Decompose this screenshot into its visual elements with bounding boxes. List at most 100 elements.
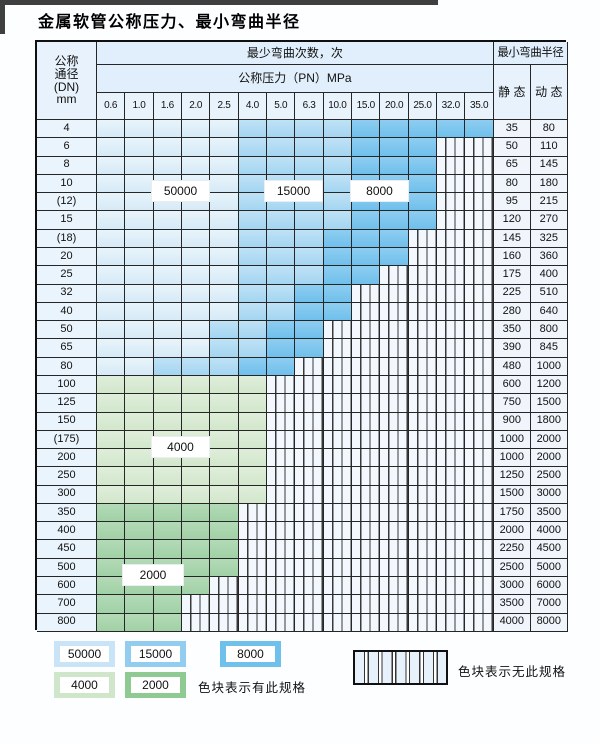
- spec-cell-g2: [153, 522, 183, 541]
- no-spec-cell: [352, 284, 381, 303]
- no-spec-cell: [323, 467, 353, 486]
- spec-cell-b3: [380, 138, 409, 157]
- spec-cell-b1: [210, 156, 239, 175]
- spec-cell-b1: [182, 247, 211, 267]
- spec-cell-b1: [210, 284, 239, 303]
- spec-cell-b1: [210, 266, 239, 285]
- pressure-header: 35.0: [465, 93, 494, 120]
- spec-cell-g1: [238, 412, 268, 431]
- no-spec-cell: [465, 412, 494, 431]
- spec-cell-b1: [125, 284, 154, 303]
- scan-artifact-top-bar: [0, 0, 438, 5]
- spec-cell-g2: [125, 540, 154, 559]
- spec-cell-b1: [182, 321, 211, 340]
- static-radius-cell: 1750: [493, 503, 531, 523]
- spec-cell-b1: [153, 156, 183, 175]
- spec-cell-g1: [153, 394, 183, 413]
- no-spec-cell: [323, 449, 353, 468]
- dynamic-radius-cell: 8000: [530, 613, 568, 632]
- spec-cell-g1: [153, 412, 183, 431]
- spec-cell-g1: [238, 449, 268, 468]
- legend-swatch-4000: 4000: [54, 672, 115, 698]
- spec-cell-b3: [352, 120, 381, 139]
- dn-cell: 40: [37, 302, 97, 322]
- spec-cell-g1: [210, 375, 239, 395]
- dynamic-radius-cell: 270: [530, 211, 568, 230]
- dn-cell: 450: [37, 540, 97, 559]
- static-radius-cell: 2500: [493, 558, 531, 578]
- spec-cell-b2: [323, 120, 353, 139]
- no-spec-cell: [323, 558, 353, 578]
- spec-cell-g2: [97, 577, 126, 596]
- spec-cell-g1: [210, 449, 239, 468]
- no-spec-cell: [437, 193, 466, 212]
- spec-cell-b2: [295, 138, 324, 157]
- no-spec-cell: [465, 302, 494, 322]
- no-spec-cell: [182, 613, 211, 632]
- dynamic-radius-cell: 180: [530, 174, 568, 194]
- dn-cell: 15: [37, 211, 97, 230]
- spec-cell-g1: [210, 485, 239, 504]
- no-spec-cell: [267, 558, 296, 578]
- spec-cell-b1: [97, 138, 126, 157]
- no-spec-cell: [465, 193, 494, 212]
- dn-column-header: 公称 通径 (DN) mm: [37, 42, 97, 120]
- spec-cell-g2: [210, 503, 239, 523]
- dn-cell: 350: [37, 503, 97, 523]
- static-radius-cell: 35: [493, 120, 531, 139]
- static-radius-cell: 4000: [493, 613, 531, 632]
- spec-cell-b1: [182, 339, 211, 358]
- no-spec-cell: [437, 449, 466, 468]
- spec-cell-b2: [267, 247, 296, 267]
- static-radius-cell: 1000: [493, 430, 531, 450]
- static-radius-cell: 50: [493, 138, 531, 157]
- no-spec-cell: [295, 540, 324, 559]
- no-spec-cell: [465, 321, 494, 340]
- no-spec-cell: [437, 613, 466, 632]
- dn-cell: 20: [37, 247, 97, 267]
- no-spec-cell: [380, 284, 409, 303]
- dn-cell: 25: [37, 266, 97, 285]
- hose-table: 公称 通径 (DN) mm 最少弯曲次数，次 最小弯曲半径 公称压力（PN）MPa 静…: [35, 40, 568, 632]
- no-spec-cell: [380, 266, 409, 285]
- no-spec-cell: [238, 558, 268, 578]
- no-spec-cell: [408, 339, 438, 358]
- pressure-header: 25.0: [408, 93, 438, 120]
- dn-cell: 200: [37, 449, 97, 468]
- dynamic-radius-cell: 145: [530, 156, 568, 175]
- dn-cell: 800: [37, 613, 97, 632]
- legend-swatch-label: 4000: [60, 677, 109, 693]
- no-spec-cell: [323, 613, 353, 632]
- no-spec-cell: [465, 339, 494, 358]
- dn-cell: 250: [37, 467, 97, 486]
- dn-cell: 50: [37, 321, 97, 340]
- no-spec-cell: [437, 302, 466, 322]
- spec-cell-b2: [267, 302, 296, 322]
- dynamic-radius-cell: 3000: [530, 485, 568, 504]
- spec-cell-g2: [153, 540, 183, 559]
- spec-cell-b1: [125, 302, 154, 322]
- min-bend-radius-header: 最小弯曲半径: [493, 42, 568, 65]
- no-spec-cell: [267, 394, 296, 413]
- dynamic-radius-cell: 800: [530, 321, 568, 340]
- spec-cell-g1: [182, 412, 211, 431]
- dn-cell: 6: [37, 138, 97, 157]
- spec-cell-b3: [380, 229, 409, 248]
- no-spec-cell: [295, 485, 324, 504]
- no-spec-cell: [437, 247, 466, 267]
- spec-cell-g2: [182, 577, 211, 596]
- no-spec-cell: [465, 156, 494, 175]
- no-spec-cell: [465, 467, 494, 486]
- dynamic-radius-cell: 80: [530, 120, 568, 139]
- static-radius-cell: 390: [493, 339, 531, 358]
- static-radius-cell: 3000: [493, 577, 531, 596]
- spec-cell-b1: [97, 302, 126, 322]
- spec-cell-b3: [295, 321, 324, 340]
- no-spec-cell: [380, 467, 409, 486]
- spec-cell-b2: [267, 120, 296, 139]
- no-spec-cell: [210, 595, 239, 614]
- no-spec-cell: [380, 302, 409, 322]
- spec-cell-g1: [238, 467, 268, 486]
- spec-cell-b3: [323, 284, 353, 303]
- no-spec-cell: [465, 613, 494, 632]
